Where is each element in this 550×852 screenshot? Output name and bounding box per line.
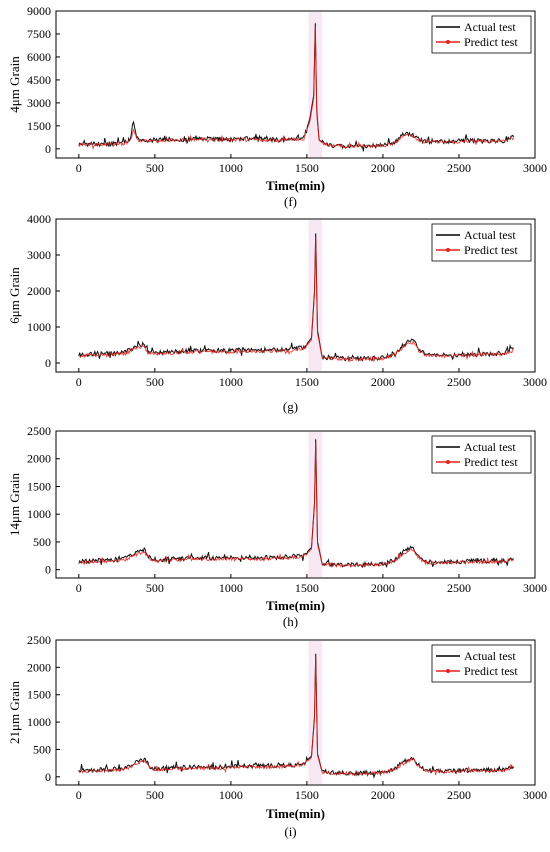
y-tick-label: 1000: [27, 715, 51, 729]
x-tick-label: 3000: [523, 375, 547, 389]
y-tick-label: 1500: [27, 119, 51, 133]
plot-frame: [55, 218, 536, 373]
x-tick-label: 500: [146, 581, 164, 595]
plot-frame: [55, 430, 536, 579]
x-axis-label: Time(min): [266, 806, 325, 821]
x-tick-label: 3000: [523, 788, 547, 802]
x-tick-label: 0: [76, 375, 82, 389]
series-line-predict-test: [78, 236, 514, 363]
y-tick-label: 3000: [27, 96, 51, 110]
y-tick-label: 2500: [27, 633, 51, 647]
y-tick-label: 6000: [27, 50, 51, 64]
peak-highlight-band: [308, 12, 323, 157]
y-tick-label: 500: [33, 535, 51, 549]
legend-entry: Predict test: [464, 664, 518, 678]
x-axis-label: Time(min): [266, 598, 325, 613]
x-tick-label: 2000: [371, 375, 395, 389]
legend-box: [431, 15, 532, 54]
x-tick-label: 1000: [219, 161, 243, 175]
x-tick-label: 500: [146, 375, 164, 389]
legend-entry: Actual test: [464, 20, 516, 34]
plot-frame: [55, 639, 536, 786]
y-tick-label: 3000: [27, 248, 51, 262]
y-tick-label: 2000: [27, 452, 51, 466]
x-tick-label: 1000: [219, 788, 243, 802]
series-line-predict-test: [78, 442, 514, 568]
y-tick-label: 0: [45, 770, 51, 784]
y-tick-label: 0: [45, 563, 51, 577]
series-line-actual-test: [78, 653, 515, 779]
chart-panel-4: 0 500 1000 1500 2000 2500 3000 0 500 1000 1500 2000…: [7, 633, 547, 839]
chart-panel-3: 0 500 1000 1500 2000 2500 3000 0 500 1000 1500 2000…: [7, 424, 547, 629]
x-tick-label: 0: [76, 161, 82, 175]
y-tick-label: 0: [45, 142, 51, 156]
x-tick-label: 3000: [523, 161, 547, 175]
series-line-predict-test: [78, 656, 515, 776]
y-axis-label: 14μm Grain: [7, 473, 22, 536]
y-tick-label: 1000: [27, 507, 51, 521]
y-tick-label: 4500: [27, 73, 51, 87]
y-tick-label: 0: [45, 356, 51, 370]
x-tick-label: 2500: [447, 161, 471, 175]
x-tick-label: 2500: [447, 788, 471, 802]
x-tick-label: 1500: [295, 375, 319, 389]
legend-marker-predict: [446, 669, 450, 673]
y-axis-label: 4μm Grain: [7, 56, 22, 113]
legend-entry: Predict test: [464, 243, 518, 257]
x-tick-label: 0: [76, 581, 82, 595]
legend-marker-predict: [446, 460, 450, 464]
x-tick-label: 1500: [295, 161, 319, 175]
chart-panel-2: 0 500 1000 1500 2000 2500 3000 0 1000 2000 3000 400…: [7, 212, 547, 414]
y-tick-label: 2000: [27, 284, 51, 298]
legend-marker-predict: [446, 248, 450, 252]
legend-entry: Actual test: [464, 649, 516, 663]
x-tick-label: 2500: [447, 581, 471, 595]
y-axis-label: 21μm Grain: [7, 681, 22, 744]
legend-marker-predict: [446, 40, 450, 44]
y-tick-label: 7500: [27, 27, 51, 41]
legend-entry: Actual test: [464, 440, 516, 454]
x-tick-label: 1500: [295, 581, 319, 595]
x-tick-label: 2000: [371, 788, 395, 802]
panel-label: (i): [284, 824, 296, 839]
x-tick-label: 1000: [219, 581, 243, 595]
legend-entry: Actual test: [464, 228, 516, 242]
legend-entry: Predict test: [464, 455, 518, 469]
x-tick-label: 2500: [447, 375, 471, 389]
x-axis-label: Time(min): [266, 178, 325, 193]
x-tick-label: 2000: [371, 161, 395, 175]
legend-box: [431, 435, 532, 474]
x-tick-label: 0: [76, 788, 82, 802]
panel-label: (g): [283, 399, 298, 414]
y-tick-label: 2500: [27, 424, 51, 438]
legend-box: [431, 223, 532, 262]
y-tick-label: 1500: [27, 479, 51, 493]
y-axis-label: 6μm Grain: [7, 267, 22, 324]
y-tick-label: 4000: [27, 212, 51, 226]
panel-label: (f): [284, 194, 297, 209]
panel-label: (h): [283, 614, 298, 629]
plot-frame: [55, 10, 536, 159]
x-tick-label: 1000: [219, 375, 243, 389]
x-tick-label: 2000: [371, 581, 395, 595]
x-tick-label: 500: [146, 161, 164, 175]
y-tick-label: 1000: [27, 320, 51, 334]
series-line-predict-test: [78, 26, 515, 150]
chart-panel-1: 0 500 1000 1500 2000 2500 3000 0 1500 3000 4500 600…: [7, 4, 547, 209]
y-tick-label: 9000: [27, 4, 51, 18]
legend-entry: Predict test: [464, 35, 518, 49]
x-tick-label: 500: [146, 788, 164, 802]
y-tick-label: 1500: [27, 688, 51, 702]
x-tick-label: 1500: [295, 788, 319, 802]
legend-box: [431, 644, 532, 683]
x-tick-label: 3000: [523, 581, 547, 595]
y-tick-label: 500: [33, 742, 51, 756]
y-tick-label: 2000: [27, 660, 51, 674]
series-line-actual-test: [78, 23, 515, 152]
